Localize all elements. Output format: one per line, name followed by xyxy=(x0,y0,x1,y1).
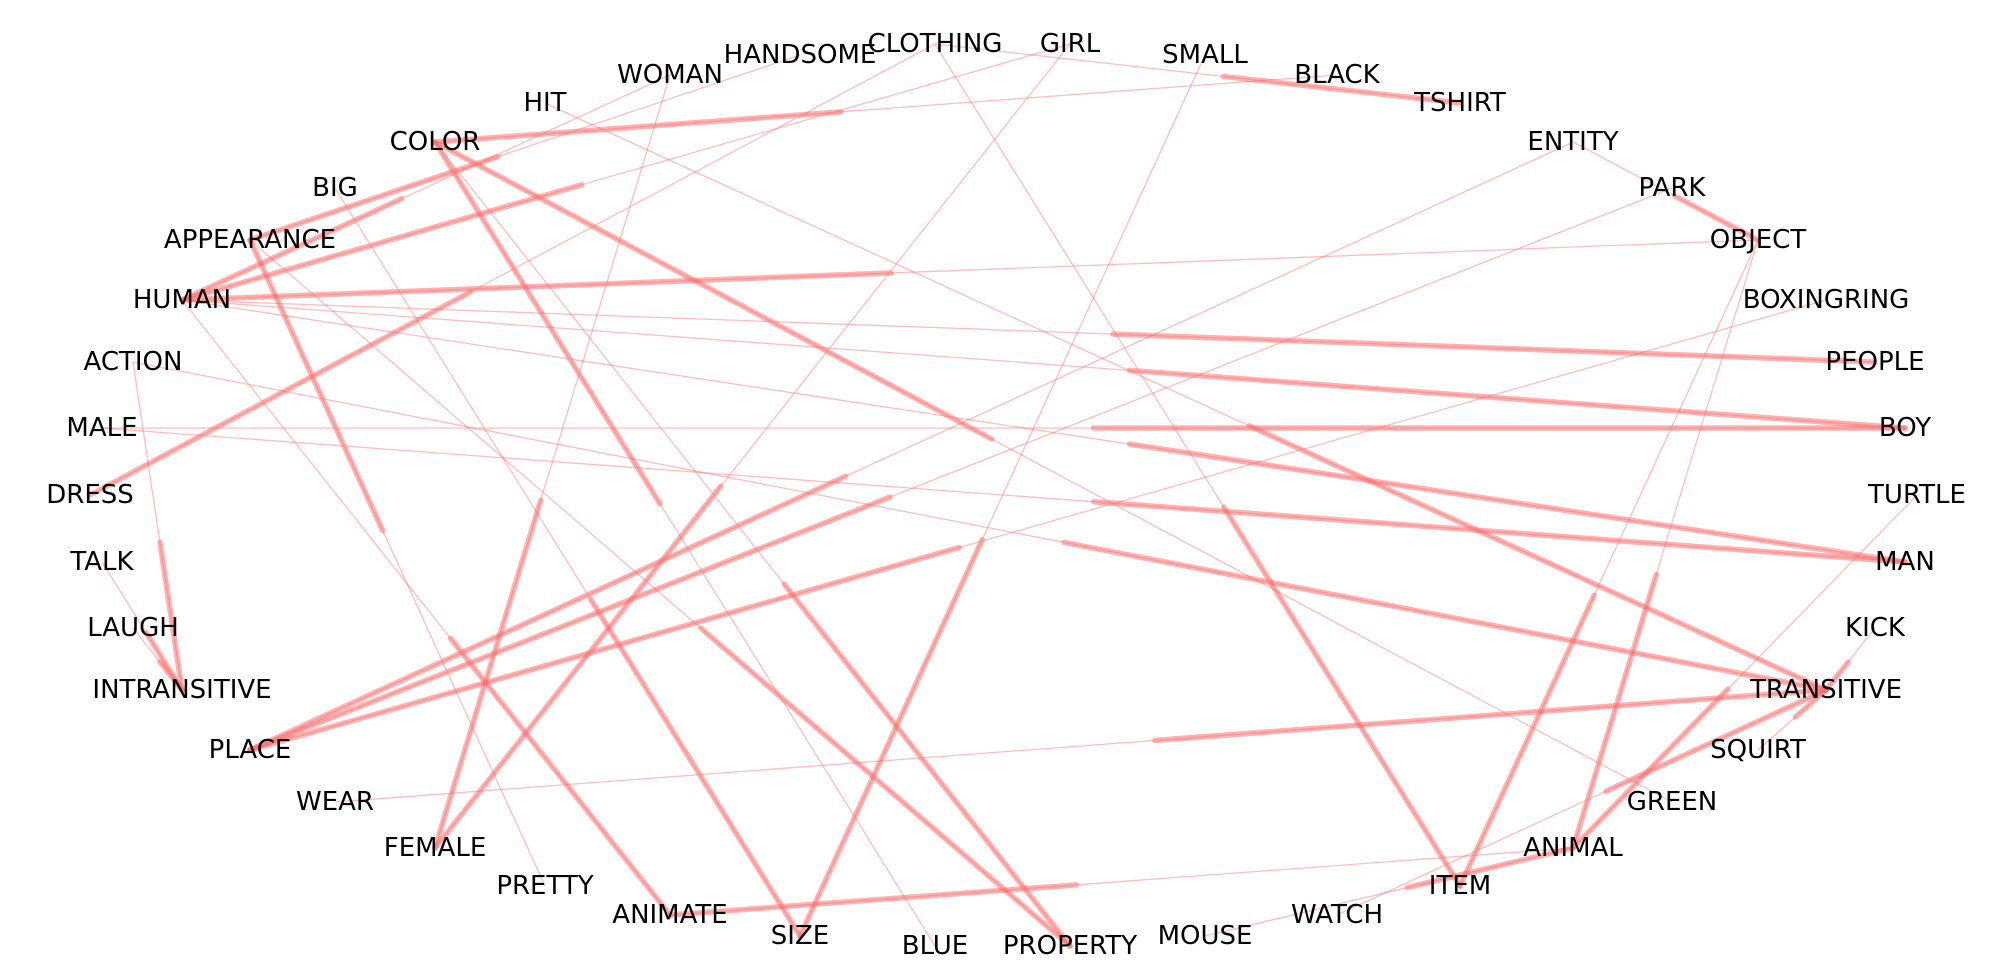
node-label-people: PEOPLE xyxy=(1825,347,1924,377)
edge-arrow-clothing-item xyxy=(1221,504,1463,889)
node-label-turtle: TURTLE xyxy=(1867,480,1966,510)
node-label-size: SIZE xyxy=(771,921,829,951)
edge-arrow-park-place xyxy=(247,494,893,753)
edge-arrow-object-animal xyxy=(1570,571,1659,851)
edge-arrow-clothing-dress xyxy=(87,289,473,498)
node-label-laugh: LAUGH xyxy=(87,613,179,643)
node-label-hit: HIT xyxy=(523,88,566,118)
node-label-human: HUMAN xyxy=(133,285,231,315)
node-label-man: MAN xyxy=(1875,547,1935,577)
edge-arrow-girl-female xyxy=(432,483,724,851)
edge-arrow-boxingring-place xyxy=(247,544,962,753)
node-label-black: BLACK xyxy=(1294,60,1380,90)
edge-arrow-woman-human xyxy=(179,196,405,303)
node-label-squirt: SQUIRT xyxy=(1710,735,1806,765)
node-label-transitive: TRANSITIVE xyxy=(1749,675,1902,705)
node-label-boxingring: BOXINGRING xyxy=(1743,285,1910,315)
edge-arrow-mouse-animal xyxy=(1404,845,1576,891)
node-label-pretty: PRETTY xyxy=(496,871,593,901)
node-label-property: PROPERTY xyxy=(1003,931,1137,961)
edge-arrow-action-intransitive xyxy=(157,539,185,693)
edge-arrow-blue-color xyxy=(432,139,663,507)
node-label-dress: DRESS xyxy=(46,480,134,510)
node-label-boy: BOY xyxy=(1879,413,1931,443)
edge-arrow-big-size xyxy=(588,596,803,939)
edge-arrow-girl-human xyxy=(179,182,585,303)
edge-arrow-laugh-intransitive xyxy=(157,659,185,693)
node-label-blue: BLUE xyxy=(902,931,969,961)
node-label-handsome: HANDSOME xyxy=(724,40,877,70)
node-label-color: COLOR xyxy=(390,127,481,157)
edge-arrow-human-people xyxy=(1110,331,1878,365)
node-label-woman: WOMAN xyxy=(617,60,723,90)
node-label-action: ACTION xyxy=(84,347,183,377)
edge-arrow-kick-transitive xyxy=(1823,659,1851,693)
node-label-girl: GIRL xyxy=(1040,29,1101,59)
edge-arrow-clothing-tshirt xyxy=(1221,73,1463,106)
node-label-tshirt: TSHIRT xyxy=(1413,88,1506,118)
node-label-park: PARK xyxy=(1639,173,1707,203)
node-label-item: ITEM xyxy=(1429,871,1491,901)
edge-arrow-pretty-appearance xyxy=(247,237,386,534)
edge-arrow-human-boy xyxy=(1126,367,1908,431)
node-label-small: SMALL xyxy=(1162,40,1248,70)
node-label-big: BIG xyxy=(312,173,358,203)
edge-arrow-object-human xyxy=(179,270,894,303)
edge-arrow-male-man xyxy=(1090,498,1908,565)
edge-arrow-object-item xyxy=(1457,592,1597,889)
edge-arrow-action-transitive xyxy=(1061,539,1829,693)
edge-arrow-handsome-appearance xyxy=(247,154,501,243)
edge-arrow-animal-animate xyxy=(667,882,1080,918)
edge-arrow-green-color xyxy=(432,139,995,442)
node-label-kick: KICK xyxy=(1845,613,1906,643)
node-label-female: FEMALE xyxy=(384,833,487,863)
node-label-place: PLACE xyxy=(209,735,292,765)
node-label-clothing: CLOTHING xyxy=(868,29,1003,59)
node-label-object: OBJECT xyxy=(1710,225,1807,255)
edge-arrow-entity-place xyxy=(247,473,849,753)
edge-arrow-appearance-property xyxy=(698,625,1073,949)
edge-arrow-woman-female xyxy=(432,497,544,851)
edge-arrow-small-size xyxy=(797,536,985,939)
edge-arrow-watch-transitive xyxy=(1603,687,1829,794)
node-label-animate: ANIMATE xyxy=(612,900,727,930)
node-label-intransitive: INTRANSITIVE xyxy=(92,675,271,705)
node-label-talk: TALK xyxy=(69,547,134,577)
node-label-male: MALE xyxy=(66,413,137,443)
edge-arrow-hit-transitive xyxy=(1246,423,1829,693)
edge-arrow-human-man xyxy=(1126,441,1908,565)
node-label-wear: WEAR xyxy=(296,787,374,817)
node-label-appearance: APPEARANCE xyxy=(164,225,336,255)
node-label-entity: ENTITY xyxy=(1527,127,1618,157)
edge-arrow-entity-object xyxy=(1672,193,1761,243)
edge-arrow-color-property xyxy=(781,581,1073,949)
node-label-watch: WATCH xyxy=(1291,900,1383,930)
edge-arrow-wear-transitive xyxy=(1152,687,1829,744)
node-label-mouse: MOUSE xyxy=(1158,921,1253,951)
node-label-animal: ANIMAL xyxy=(1523,833,1623,863)
edge-arrow-black-color xyxy=(432,109,844,145)
edges-layer xyxy=(87,43,1918,949)
node-label-green: GREEN xyxy=(1627,787,1718,817)
